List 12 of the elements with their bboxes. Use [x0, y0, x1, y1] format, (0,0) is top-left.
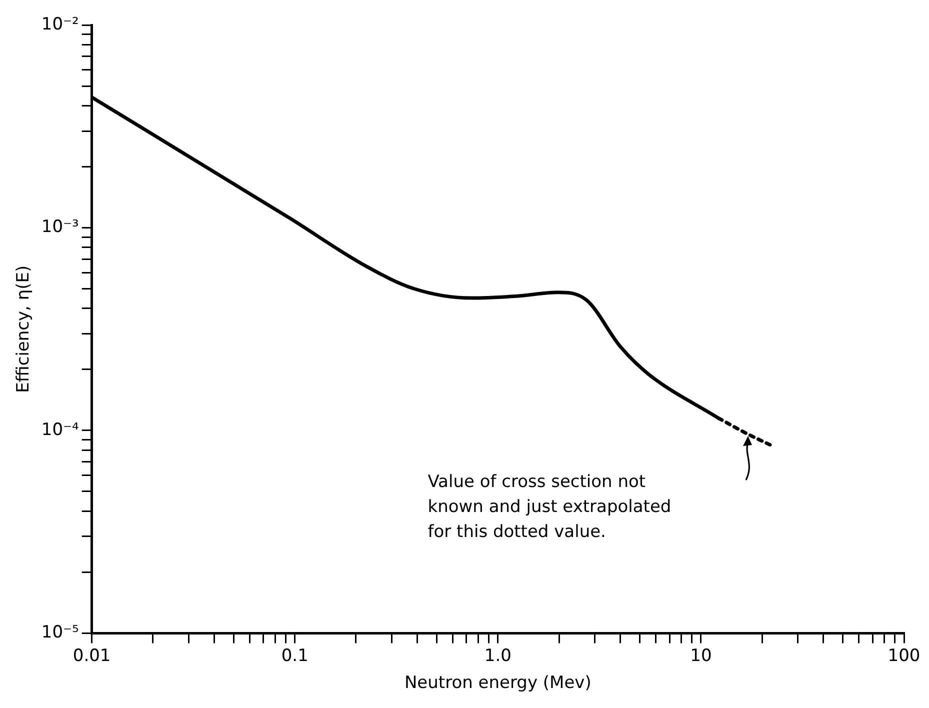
x-tick-label: 10	[690, 646, 712, 666]
annotation: Value of cross section not known and just extrapolated for this dotted value.	[428, 472, 672, 542]
y-tick-label: 10⁻²	[41, 14, 79, 34]
x-axis-title: Neutron energy (Mev)	[404, 673, 592, 694]
y-tick-label: 10⁻⁴	[41, 420, 80, 440]
x-tick-label: 100	[888, 646, 920, 666]
x-tick-label: 0.01	[72, 646, 111, 666]
y-axis-title: Efficiency, η(E)	[14, 265, 34, 393]
y-tick-label: 10⁻⁵	[41, 622, 79, 643]
y-tick-label: 10⁻³	[41, 217, 79, 238]
x-tick-label: 0.1	[281, 646, 308, 666]
x-tick-label: 1.0	[484, 646, 512, 666]
